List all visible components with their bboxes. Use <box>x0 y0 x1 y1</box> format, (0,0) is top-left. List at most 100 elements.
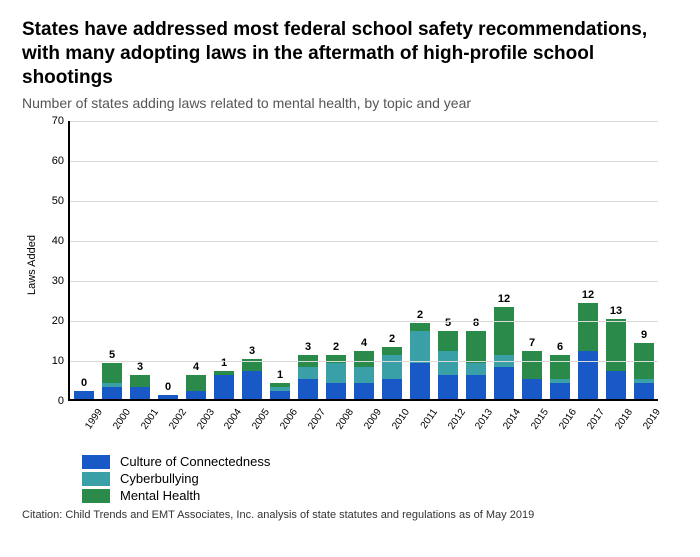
bar: 4 <box>186 121 206 399</box>
bar-top-label: 6 <box>557 341 563 353</box>
bar: 1 <box>270 121 290 399</box>
legend-item: Culture of Connectedness <box>82 454 678 469</box>
bar-segment <box>270 391 290 399</box>
bar-segment <box>354 367 374 383</box>
bar-top-label: 5 <box>109 349 115 361</box>
legend-swatch <box>82 472 110 486</box>
bar: 5 <box>438 121 458 399</box>
gridline <box>70 201 658 202</box>
gridline <box>70 161 658 162</box>
gridline <box>70 321 658 322</box>
citation: Citation: Child Trends and EMT Associate… <box>22 509 678 521</box>
bar-segment <box>466 331 486 363</box>
bar-top-label: 12 <box>582 289 594 301</box>
bar-segment <box>382 355 402 379</box>
legend: Culture of Connectedness Cyberbullying Men… <box>82 454 678 503</box>
bar-segment <box>550 355 570 379</box>
bar-segment <box>466 363 486 375</box>
bar: 9 <box>634 121 654 399</box>
bar-segment <box>578 303 598 351</box>
x-tick: 2014 <box>501 407 524 433</box>
bar-segment <box>494 307 514 355</box>
gridline <box>70 121 658 122</box>
bar-segment <box>130 387 150 399</box>
bar-top-label: 2 <box>333 341 339 353</box>
x-tick: 2005 <box>250 407 273 433</box>
bar-segment <box>158 395 178 399</box>
bar-segment <box>410 363 430 399</box>
bar: 3 <box>130 121 150 399</box>
bar-segment <box>634 383 654 399</box>
x-tick: 2006 <box>277 407 300 433</box>
bar-segment <box>466 375 486 399</box>
bar-segment <box>438 351 458 375</box>
bar-segment <box>550 383 570 399</box>
bar-segment <box>214 375 234 399</box>
bar: 13 <box>606 121 626 399</box>
bar-segment <box>438 331 458 351</box>
bar: 6 <box>550 121 570 399</box>
bar: 0 <box>74 121 94 399</box>
x-tick: 2000 <box>110 407 133 433</box>
bar-segment <box>242 371 262 399</box>
x-tick: 2002 <box>166 407 189 433</box>
y-axis-label: Laws Added <box>26 235 38 295</box>
bar-segment <box>298 379 318 399</box>
bar: 5 <box>102 121 122 399</box>
bar-segment <box>438 375 458 399</box>
x-tick: 2013 <box>473 407 496 433</box>
bar-top-label: 3 <box>137 361 143 373</box>
bar-segment <box>410 323 430 331</box>
bar-segment <box>326 363 346 383</box>
legend-label: Culture of Connectedness <box>120 454 270 469</box>
bar-top-label: 1 <box>277 369 283 381</box>
bar: 8 <box>466 121 486 399</box>
legend-swatch <box>82 455 110 469</box>
plot-region: 053041313242258127612139 010203040506070 <box>68 121 658 401</box>
bar: 7 <box>522 121 542 399</box>
bar: 12 <box>578 121 598 399</box>
legend-item: Cyberbullying <box>82 471 678 486</box>
bar-segment <box>606 371 626 399</box>
bar-segment <box>578 351 598 399</box>
bar-segment <box>606 319 626 371</box>
bar: 0 <box>158 121 178 399</box>
x-tick: 2008 <box>333 407 356 433</box>
y-tick: 60 <box>52 155 70 167</box>
bar: 2 <box>410 121 430 399</box>
y-tick: 30 <box>52 275 70 287</box>
x-tick: 2004 <box>222 407 245 433</box>
bar-top-label: 0 <box>165 381 171 393</box>
x-tick: 2001 <box>138 407 161 433</box>
bar-top-label: 2 <box>389 333 395 345</box>
bar-segment <box>102 387 122 399</box>
bar-top-label: 9 <box>641 329 647 341</box>
gridline <box>70 241 658 242</box>
bar: 12 <box>494 121 514 399</box>
bar: 4 <box>354 121 374 399</box>
bar: 2 <box>382 121 402 399</box>
x-tick: 2017 <box>584 407 607 433</box>
legend-item: Mental Health <box>82 488 678 503</box>
x-tick: 2018 <box>612 407 635 433</box>
bar-segment <box>382 379 402 399</box>
bar-segment <box>522 351 542 379</box>
bar: 3 <box>298 121 318 399</box>
bar-segment <box>298 367 318 379</box>
chart-subtitle: Number of states adding laws related to … <box>22 95 678 111</box>
bar-segment <box>186 391 206 399</box>
bar-top-label: 0 <box>81 377 87 389</box>
bar-top-label: 3 <box>249 345 255 357</box>
bar-top-label: 12 <box>498 293 510 305</box>
bars-container: 053041313242258127612139 <box>70 121 658 399</box>
bar-segment <box>494 367 514 399</box>
bar-top-label: 4 <box>193 361 199 373</box>
chart-area: Laws Added 053041313242258127612139 0102… <box>22 121 678 418</box>
gridline <box>70 361 658 362</box>
bar-top-label: 2 <box>417 309 423 321</box>
bar-segment <box>354 383 374 399</box>
bar: 2 <box>326 121 346 399</box>
y-tick: 10 <box>52 355 70 367</box>
x-tick: 2012 <box>445 407 468 433</box>
y-tick: 40 <box>52 235 70 247</box>
